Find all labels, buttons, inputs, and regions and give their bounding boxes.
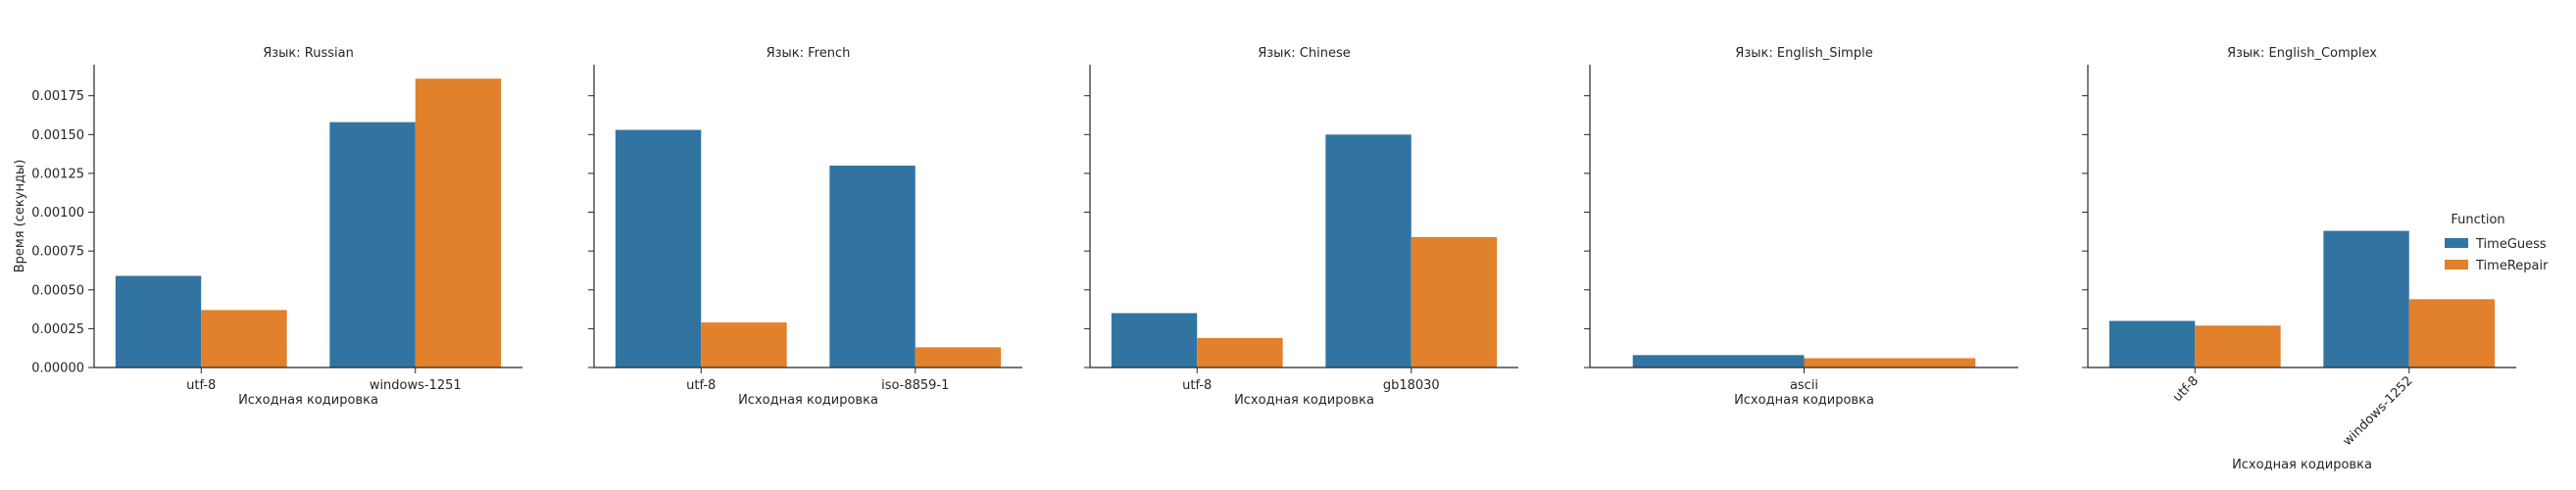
y-axis-label: Время (секунды): [13, 160, 27, 273]
bar-timerepair-windows-1251: [415, 78, 502, 368]
panel-title: Язык: French: [767, 46, 851, 61]
bar-timerepair-utf-8: [1197, 337, 1283, 368]
bar-timeguess-utf-8: [615, 129, 702, 368]
x-tick-label: ascii: [1790, 378, 1818, 393]
y-tick-label: 0.00175: [31, 89, 84, 104]
panel-title: Язык: Chinese: [1258, 46, 1351, 61]
x-axis-label: Исходная кодировка: [238, 393, 378, 408]
y-tick-label: 0.00075: [31, 245, 84, 260]
y-tick-label: 0.00125: [31, 167, 84, 181]
panel-title: Язык: English_Complex: [2227, 46, 2377, 61]
y-tick-label: 0.00050: [31, 283, 84, 298]
bar-timerepair-windows-1252: [2408, 299, 2496, 368]
bar-timeguess-gb18030: [1325, 134, 1412, 368]
bar-timerepair-utf-8: [2195, 325, 2281, 368]
bar-timeguess-ascii: [1632, 355, 1805, 368]
x-tick-label: iso-8859-1: [881, 378, 949, 393]
x-tick-label: utf-8: [2170, 373, 2202, 405]
y-tick-label: 0.00100: [31, 206, 84, 220]
bar-timerepair-utf-8: [701, 322, 787, 368]
x-axis-label: Исходная кодировка: [2232, 458, 2372, 472]
bar-timerepair-utf-8: [201, 310, 287, 368]
y-tick-label: 0.00000: [31, 362, 84, 376]
x-axis-label: Исходная кодировка: [1734, 393, 1874, 408]
bar-timeguess-utf-8: [2108, 320, 2196, 368]
x-tick-label: utf-8: [1182, 378, 1212, 393]
bar-timeguess-windows-1251: [329, 122, 416, 368]
y-tick-label: 0.00025: [31, 322, 84, 337]
bar-timeguess-utf-8: [1111, 313, 1198, 368]
legend-swatch-timeguess: [2445, 238, 2468, 248]
x-tick-label: windows-1252: [2341, 373, 2416, 449]
legend-label-timeguess: TimeGuess: [2475, 237, 2547, 252]
x-axis-label: Исходная кодировка: [1234, 393, 1374, 408]
panel-title: Язык: English_Simple: [1735, 46, 1872, 61]
x-tick-label: utf-8: [686, 378, 716, 393]
bar-timerepair-iso-8859-1: [915, 347, 1002, 368]
x-tick-label: utf-8: [186, 378, 216, 393]
panel-title: Язык: Russian: [263, 46, 354, 61]
x-tick-label: windows-1251: [370, 378, 462, 393]
legend-title: Function: [2451, 213, 2504, 227]
bar-timeguess-utf-8: [115, 275, 202, 368]
x-tick-label: gb18030: [1383, 378, 1440, 393]
y-tick-label: 0.00150: [31, 128, 84, 143]
legend-label-timerepair: TimeRepair: [2475, 259, 2549, 273]
bar-timeguess-iso-8859-1: [829, 166, 916, 368]
bar-timerepair-ascii: [1804, 358, 1976, 368]
legend-swatch-timerepair: [2445, 260, 2468, 270]
bar-timerepair-gb18030: [1411, 236, 1498, 368]
bar-timeguess-windows-1252: [2323, 230, 2409, 368]
x-axis-label: Исходная кодировка: [738, 393, 878, 408]
